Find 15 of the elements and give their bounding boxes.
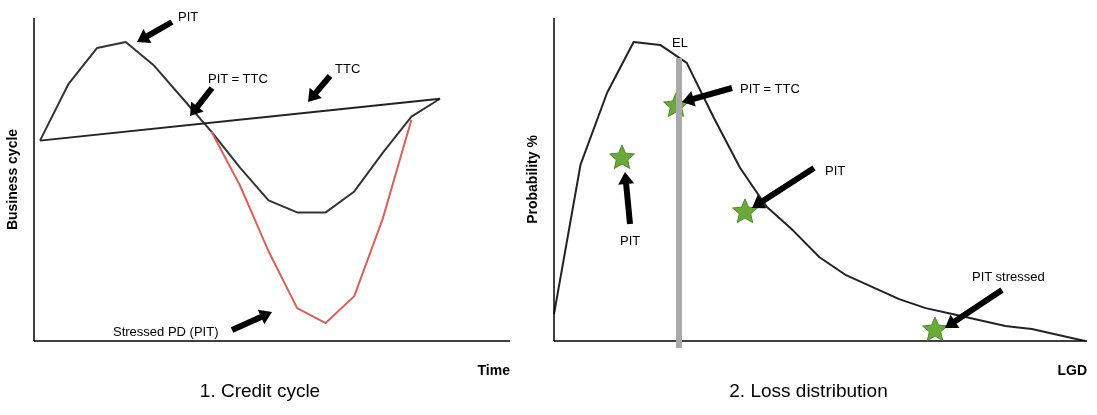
annotation: Stressed PD (PIT) [113, 324, 219, 339]
annotation: PIT [825, 163, 846, 178]
y-axis-title: Business cycle [3, 128, 20, 231]
annotation: TTC [335, 61, 361, 76]
x-axis-title: LGD [1057, 362, 1087, 378]
annotation: PIT = TTC [740, 81, 800, 96]
text: 2. Loss distribution [728, 380, 889, 402]
text: PIT [178, 9, 199, 24]
annotation: EL [672, 35, 688, 50]
annotation: PIT [620, 233, 641, 248]
x-axis-title: Time [477, 362, 511, 378]
annotation: PIT stressed [972, 269, 1045, 284]
y-axis-title: Probability % [523, 134, 540, 224]
annotation: PIT = TTC [208, 71, 268, 86]
text: 1. Credit cycle [198, 380, 322, 402]
